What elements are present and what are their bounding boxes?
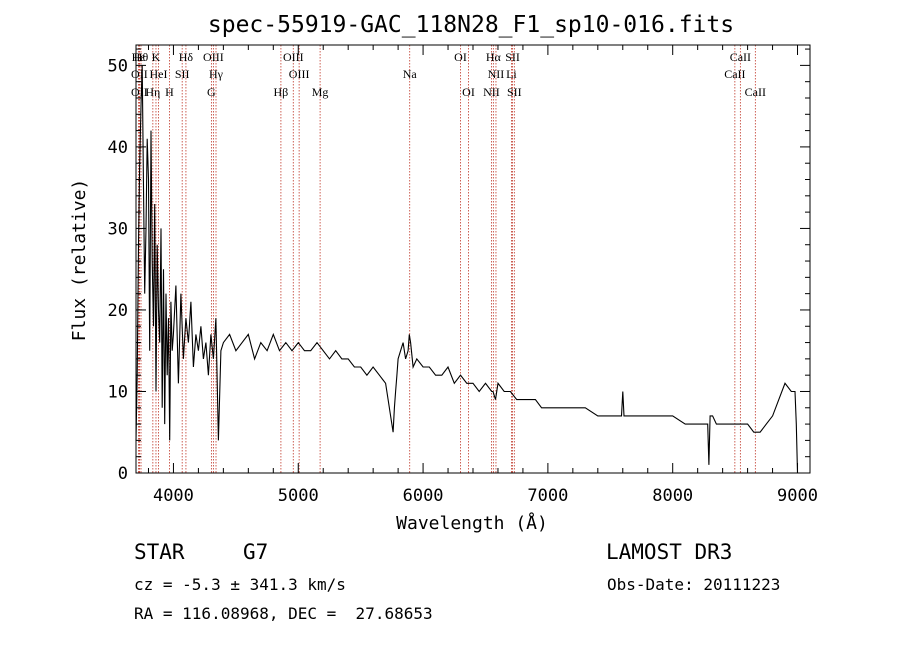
y-tick-label: 10 [108, 382, 128, 402]
y-tick-label: 20 [108, 301, 128, 321]
marker-label: Hδ [179, 50, 194, 64]
marker-label: NII [488, 67, 505, 81]
flux-series-line [135, 65, 799, 474]
marker-label: G [207, 85, 216, 99]
marker-label: OI [462, 85, 475, 99]
marker-label: Hε [132, 50, 146, 64]
object-subclass: G7 [243, 540, 269, 564]
y-tick-label: 0 [118, 464, 128, 484]
marker-label: SII [507, 85, 522, 99]
object-class: STAR [134, 540, 185, 564]
marker-label: CaII [724, 67, 745, 81]
marker-label: H [165, 85, 174, 99]
marker-label: Hβ [274, 85, 289, 99]
x-axis: 4000 5000 6000 7000 8000 9000 [147, 45, 818, 506]
x-axis-label: Wavelength (Å) [396, 512, 548, 534]
marker-label: SII [505, 50, 520, 64]
marker-label: Mg [312, 85, 329, 99]
marker-label: OI [454, 50, 467, 64]
marker-label: OII [131, 85, 148, 99]
marker-label: OIII [203, 50, 224, 64]
chart-title: spec-55919-GAC_118N28_F1_sp10-016.fits [208, 12, 734, 38]
x-tick-label: 5000 [278, 486, 319, 506]
x-tick-label: 7000 [527, 486, 568, 506]
marker-label: Na [403, 67, 418, 81]
marker-lines [138, 45, 756, 473]
marker-label: NII [483, 85, 500, 99]
y-tick-label: 40 [108, 138, 128, 158]
plot-frame [135, 44, 811, 474]
marker-label: HeI [149, 67, 167, 81]
marker-label: OII [131, 67, 148, 81]
marker-label: OIII [283, 50, 304, 64]
y-tick-label: 30 [108, 219, 128, 239]
x-tick-label: 6000 [403, 486, 444, 506]
marker-label: CaII [730, 50, 751, 64]
marker-label: Hη [145, 85, 160, 99]
marker-label: CaII [745, 85, 766, 99]
y-axis: 0 10 20 30 40 50 [108, 48, 810, 484]
y-axis-label: Flux (relative) [69, 179, 90, 342]
marker-label: Hα [486, 50, 502, 64]
y-tick-label: 50 [108, 56, 128, 76]
ra-dec: RA = 116.08968, DEC = 27.68653 [134, 604, 433, 623]
marker-label: OIII [289, 67, 310, 81]
marker-label: Hθ [134, 50, 149, 64]
marker-label: K [152, 50, 161, 64]
marker-label: Hγ [209, 67, 224, 81]
marker-label: Li [506, 67, 517, 81]
survey-name: LAMOST DR3 [606, 540, 733, 564]
x-tick-label: 8000 [652, 486, 693, 506]
x-tick-label: 9000 [777, 486, 818, 506]
redshift-text: cz = -5.3 ± 341.3 km/s [134, 575, 346, 594]
x-tick-label: 4000 [153, 486, 194, 506]
marker-label: SII [175, 67, 190, 81]
obs-date: Obs-Date: 20111223 [607, 575, 781, 594]
